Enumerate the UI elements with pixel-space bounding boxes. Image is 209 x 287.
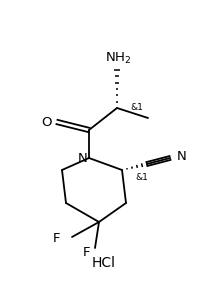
Text: &1: &1 (135, 174, 148, 183)
Text: N: N (177, 150, 187, 162)
Text: N: N (78, 152, 88, 164)
Text: &1: &1 (130, 104, 143, 113)
Text: NH$_2$: NH$_2$ (105, 51, 131, 65)
Text: F: F (83, 245, 91, 259)
Text: HCl: HCl (92, 256, 116, 270)
Text: O: O (41, 115, 51, 129)
Text: F: F (53, 232, 61, 245)
